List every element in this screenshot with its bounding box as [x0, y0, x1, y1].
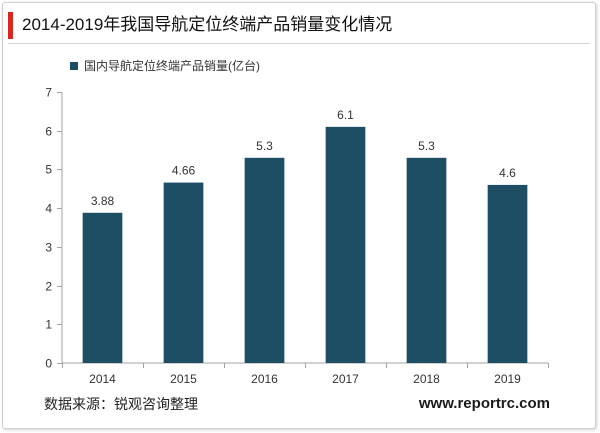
bar-2016: [244, 157, 285, 363]
x-tick-label-2014: 2014: [89, 372, 116, 386]
y-tick-label: 4: [45, 202, 52, 216]
x-tick-label-2019: 2019: [494, 372, 521, 386]
legend-label: 国内导航定位终端产品销量(亿台): [84, 59, 260, 73]
title-divider: [8, 43, 590, 44]
data-source-note: 数据来源：锐观咨询整理: [44, 396, 198, 412]
bars: [82, 126, 528, 363]
y-tick-label: 5: [45, 163, 52, 177]
y-tick-label: 2: [45, 280, 52, 294]
x-tick-label-2016: 2016: [251, 372, 278, 386]
bar-2014: [82, 212, 123, 363]
data-label-2018: 5.3: [418, 139, 435, 153]
x-tick-label-2015: 2015: [170, 372, 197, 386]
bar-2015: [163, 182, 204, 363]
bar-2018: [406, 157, 447, 363]
data-label-2016: 5.3: [256, 139, 273, 153]
y-tick-label: 0: [45, 357, 52, 371]
y-tick-label: 6: [45, 125, 52, 139]
data-label-2014: 3.88: [91, 194, 115, 208]
y-tick-label: 1: [45, 318, 52, 332]
x-tick-labels: 2014 2015 2016 2017 2018 2019: [89, 372, 521, 386]
data-labels: 3.88 4.66 5.3 6.1 5.3 4.6: [91, 108, 516, 208]
data-label-2017: 6.1: [337, 108, 354, 122]
x-tick-label-2018: 2018: [413, 372, 440, 386]
y-tick-label: 3: [45, 241, 52, 255]
legend: 国内导航定位终端产品销量(亿台): [70, 57, 260, 75]
chart-title: 2014-2019年我国导航定位终端产品销量变化情况: [22, 15, 393, 34]
data-label-2015: 4.66: [172, 164, 196, 178]
title-accent-bar: [8, 12, 13, 39]
y-tick-labels: 0 1 2 3 4 5 6 7: [45, 86, 52, 371]
bar-2017: [325, 126, 366, 363]
legend-swatch: [70, 62, 78, 70]
axes: [57, 92, 549, 368]
website-link[interactable]: www.reportrc.com: [418, 395, 550, 412]
y-tick-label: 7: [45, 86, 52, 100]
data-label-2019: 4.6: [499, 166, 516, 180]
bar-2019: [487, 184, 528, 363]
x-tick-label-2017: 2017: [332, 372, 359, 386]
